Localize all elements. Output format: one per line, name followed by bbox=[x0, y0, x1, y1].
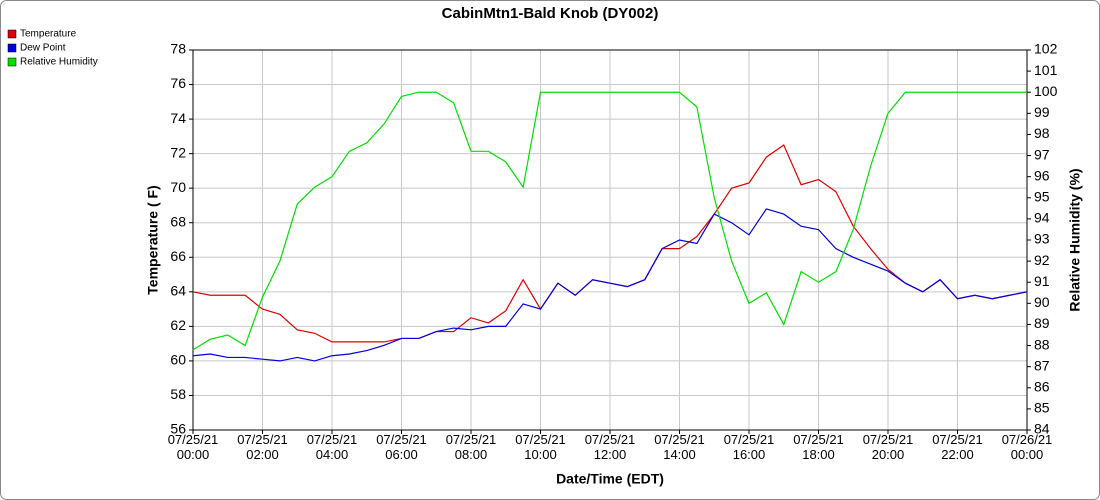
y-tick-label: 62 bbox=[170, 317, 186, 333]
x-tick-label: 07/25/21 00:00 bbox=[168, 432, 219, 462]
y-tick-label: 66 bbox=[170, 248, 186, 264]
y-tick-label: 70 bbox=[170, 179, 186, 195]
legend-label: Temperature bbox=[20, 29, 77, 40]
y-tick-label: 64 bbox=[170, 283, 186, 299]
x-tick-label: 07/25/21 08:00 bbox=[446, 432, 497, 462]
x-tick-label: 07/25/21 20:00 bbox=[863, 432, 914, 462]
y2-tick-label: 89 bbox=[1034, 315, 1050, 331]
x-tick-label: 07/25/21 06:00 bbox=[376, 432, 427, 462]
legend-swatch bbox=[7, 43, 17, 53]
y2-tick-label: 99 bbox=[1034, 104, 1050, 120]
x-tick-label: 07/25/21 02:00 bbox=[237, 432, 288, 462]
y2-tick-label: 97 bbox=[1034, 146, 1050, 162]
y2-tick-label: 100 bbox=[1034, 83, 1058, 99]
y-axis-label: Temperature ( F) bbox=[145, 185, 161, 294]
y-tick-label: 68 bbox=[170, 213, 186, 229]
y2-tick-label: 92 bbox=[1034, 252, 1050, 268]
y2-tick-label: 87 bbox=[1034, 357, 1050, 373]
x-tick-label: 07/25/21 16:00 bbox=[724, 432, 775, 462]
y2-tick-label: 93 bbox=[1034, 231, 1050, 247]
y2-tick-label: 91 bbox=[1034, 273, 1050, 289]
y2-tick-label: 95 bbox=[1034, 188, 1050, 204]
y2-tick-label: 85 bbox=[1034, 400, 1050, 416]
chart-title: CabinMtn1-Bald Knob (DY002) bbox=[442, 5, 659, 22]
y2-tick-label: 96 bbox=[1034, 167, 1050, 183]
y2-tick-label: 86 bbox=[1034, 378, 1050, 394]
y2-axis-label: Relative Humidity (%) bbox=[1067, 168, 1083, 311]
y2-tick-label: 90 bbox=[1034, 294, 1050, 310]
y2-tick-label: 88 bbox=[1034, 336, 1050, 352]
y-tick-label: 60 bbox=[170, 352, 186, 368]
x-tick-label: 07/25/21 14:00 bbox=[654, 432, 705, 462]
y2-tick-label: 102 bbox=[1034, 41, 1058, 57]
y-tick-label: 76 bbox=[170, 75, 186, 91]
x-tick-label: 07/25/21 18:00 bbox=[793, 432, 844, 462]
x-tick-label: 07/25/21 12:00 bbox=[585, 432, 636, 462]
y-tick-label: 74 bbox=[170, 110, 186, 126]
y-tick-label: 56 bbox=[170, 421, 186, 437]
plot-border bbox=[192, 49, 1028, 431]
legend-swatch bbox=[7, 29, 17, 39]
x-tick-label: 07/25/21 04:00 bbox=[307, 432, 358, 462]
x-tick-label: 07/25/21 22:00 bbox=[932, 432, 983, 462]
y-tick-label: 58 bbox=[170, 386, 186, 402]
x-axis-label: Date/Time (EDT) bbox=[556, 471, 664, 487]
series-line bbox=[192, 208, 1028, 362]
x-tick-label: 07/25/21 10:00 bbox=[515, 432, 566, 462]
legend-swatch bbox=[7, 57, 17, 67]
legend-label: Relative Humidity bbox=[20, 57, 98, 68]
y2-tick-label: 94 bbox=[1034, 210, 1050, 226]
y-tick-label: 78 bbox=[170, 41, 186, 57]
y2-tick-label: 101 bbox=[1034, 62, 1058, 78]
series-line bbox=[192, 91, 1027, 351]
y2-tick-label: 98 bbox=[1034, 125, 1050, 141]
y-tick-label: 72 bbox=[170, 144, 186, 160]
legend-label: Dew Point bbox=[20, 43, 66, 54]
x-tick-label: 07/26/21 00:00 bbox=[1002, 432, 1053, 462]
y2-tick-label: 84 bbox=[1034, 421, 1050, 437]
